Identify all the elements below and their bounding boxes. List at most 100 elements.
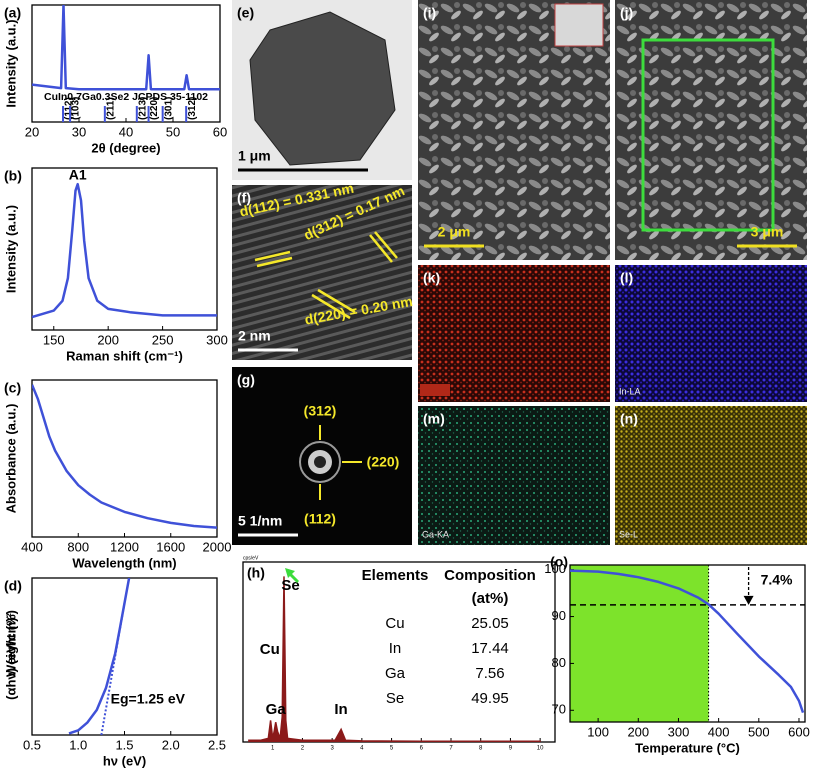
lattice-marker [369, 234, 393, 263]
scale-label: 5 1/nm [238, 513, 282, 529]
x-tick-label: 250 [152, 332, 174, 347]
lattice-marker [256, 256, 293, 268]
selection-box [641, 38, 775, 232]
element-label: Ga-KA [422, 529, 449, 539]
y-axis-label: cps/eV [243, 555, 259, 561]
annotation: A1 [69, 167, 87, 183]
particle [249, 11, 396, 166]
diffraction-core [314, 456, 326, 468]
x-tick-label: 20 [25, 124, 39, 139]
element-label: In-LA [619, 386, 641, 396]
fit-line [100, 602, 126, 736]
y-tick-label: 100 [544, 561, 566, 576]
x-tick-label: 200 [627, 724, 649, 739]
lattice-marker [254, 250, 291, 262]
reference-label: (103) [71, 97, 82, 120]
panel-label: (i) [423, 5, 436, 21]
x-tick-label: 2000 [203, 539, 232, 554]
x-axis-label: 2θ (degree) [91, 140, 160, 155]
micrograph [615, 406, 807, 545]
lattice-marker [311, 293, 351, 320]
y-axis-label: Intensity (a.u.) [3, 205, 18, 293]
scale-label: 2 nm [238, 328, 271, 344]
panel-label: (d) [4, 578, 22, 594]
x-axis-label: Temperature (°C) [635, 740, 740, 755]
x-tick-label: 8 [479, 746, 483, 752]
panel-label: (c) [4, 380, 21, 396]
element-label: Se-L [619, 529, 638, 539]
panel-label: (e) [237, 5, 254, 21]
x-tick-label: 600 [788, 724, 810, 739]
panel-label: (l) [620, 270, 633, 286]
micrograph [418, 265, 610, 402]
reference-label: (312) [187, 97, 198, 120]
panel-label: (k) [423, 270, 440, 286]
x-tick-label: 200 [97, 332, 119, 347]
table-cell: 25.05 [471, 615, 509, 632]
x-axis-label: Raman shift (cm⁻¹) [66, 348, 183, 363]
lattice-marker [374, 231, 398, 259]
table-unit: (at%) [472, 590, 509, 607]
annotation: CuIn0.7Ga0.3Se2 JCPDS 35-1102 [44, 91, 208, 103]
x-tick-label: 5 [390, 746, 394, 752]
x-tick-label: 6 [420, 746, 424, 752]
x-axis-label: Wavelength (nm) [72, 555, 176, 570]
annotation: (112) [304, 511, 336, 527]
reference-label: (301) [163, 97, 174, 120]
x-tick-label: 2 [301, 746, 305, 752]
spectrum-area [248, 576, 541, 742]
diffraction-ring [299, 441, 341, 483]
y-tick-label: 70 [552, 702, 566, 717]
panel-label: (o) [550, 554, 568, 570]
data-line [32, 182, 217, 319]
table-cell: 17.44 [471, 640, 509, 657]
reference-label: (211) [105, 97, 116, 120]
y-axis-label: Weight (%) [3, 610, 18, 677]
table-cell: 49.95 [471, 690, 509, 707]
x-tick-label: 30 [72, 124, 86, 139]
data-line [32, 384, 217, 529]
x-tick-label: 400 [708, 724, 730, 739]
micrograph [615, 265, 807, 402]
panel-label: (m) [423, 411, 445, 427]
scale-label: 3 μm [751, 224, 784, 240]
table-header: Composition [444, 567, 536, 584]
table-cell: 7.56 [475, 665, 504, 682]
x-tick-label: 1.5 [115, 737, 133, 752]
data-line [68, 578, 131, 735]
reference-label: (220) [149, 97, 160, 120]
x-tick-label: 1.0 [69, 737, 87, 752]
micrograph [615, 0, 807, 260]
x-axis-label: hν (eV) [103, 753, 146, 768]
arrow-head [743, 595, 754, 605]
annotation: 7.4% [761, 572, 793, 588]
x-tick-label: 40 [119, 124, 133, 139]
y-tick-label: 90 [552, 608, 566, 623]
annotation: Eg=1.25 eV [111, 691, 186, 707]
inset [554, 3, 604, 47]
x-tick-label: 1600 [156, 539, 185, 554]
table-cell: Se [386, 690, 404, 707]
x-tick-label: 500 [748, 724, 770, 739]
y-tick-label: 80 [552, 655, 566, 670]
pointer-head [285, 568, 296, 578]
table-cell: Cu [385, 615, 404, 632]
x-tick-label: 7 [449, 746, 453, 752]
micrograph [418, 406, 610, 545]
x-tick-label: 300 [668, 724, 690, 739]
annotation: (220) [367, 454, 400, 470]
x-tick-label: 150 [43, 332, 65, 347]
x-tick-label: 100 [587, 724, 609, 739]
peak-label: In [334, 701, 347, 718]
x-tick-label: 300 [206, 332, 228, 347]
plot-frame [569, 564, 806, 723]
x-tick-label: 3 [330, 746, 334, 752]
table-header: Elements [362, 567, 429, 584]
panel-label: (h) [247, 565, 265, 581]
x-tick-label: 0.5 [23, 737, 41, 752]
x-tick-label: 2.5 [208, 737, 226, 752]
x-tick-label: 60 [213, 124, 227, 139]
peak-label: Cu [260, 641, 280, 658]
x-tick-label: 1200 [110, 539, 139, 554]
